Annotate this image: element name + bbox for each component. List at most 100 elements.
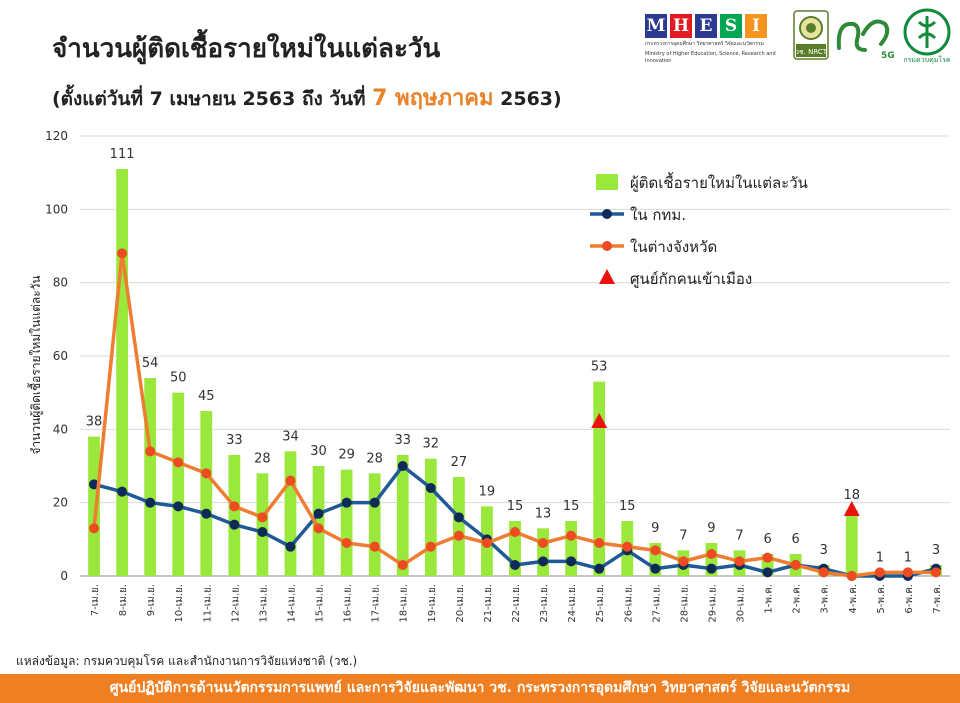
chart-title: จำนวนผู้ติดเชื้อรายใหม่ในแต่ละวัน [52, 34, 441, 64]
y-tick-label: 20 [53, 496, 68, 510]
x-tick-label: 9-เม.ย. [146, 584, 157, 616]
x-tick-label: 26-เม.ย. [623, 584, 634, 623]
mhesi-letter-i: I [745, 14, 767, 38]
bar [649, 543, 662, 576]
bar-data-label: 1 [904, 550, 912, 565]
provinces-point [481, 538, 492, 548]
provinces-point [257, 512, 268, 523]
bar [537, 528, 549, 576]
bar-data-label: 53 [591, 360, 608, 375]
bar-data-label: 13 [535, 506, 552, 521]
bar [424, 458, 437, 576]
provinces-point [902, 567, 913, 578]
bar [88, 436, 100, 576]
x-tick-label: 11-เม.ย. [202, 584, 213, 623]
bar-data-label: 27 [451, 455, 468, 470]
bar-data-label: 30 [310, 444, 327, 459]
data-source-note: แหล่งข้อมูล: กรมควบคุมโรค และสำนักงานการ… [16, 654, 358, 668]
x-tick-label: 21-เม.ย. [483, 584, 494, 623]
bangkok-point [706, 563, 717, 574]
provinces-point [734, 556, 745, 567]
bar-data-label: 28 [254, 451, 271, 466]
chart-subtitle: (ตั้งแต่วันที่ 7 เมษายน 2563 ถึง วันที่ … [52, 80, 562, 115]
nrct-label: วช. NRCT [795, 48, 828, 56]
provinces-point [453, 530, 464, 541]
bar [200, 411, 213, 576]
legend-label: ศูนย์กักคนเข้าเมือง [630, 270, 752, 288]
legend: ผู้ติดเชื้อรายใหม่ในแต่ละวันใน กทม. ในต่า… [590, 172, 808, 288]
mhesi-letter-m: M [645, 14, 667, 38]
x-tick-label: 1-พ.ค. [764, 584, 775, 614]
provinces-point [538, 538, 549, 548]
legend-swatch-point [602, 241, 612, 251]
provinces-point [706, 549, 717, 559]
bar-data-label: 32 [423, 437, 440, 452]
x-tick-label: 4-พ.ค. [848, 584, 859, 614]
bangkok-point [229, 519, 240, 530]
legend-swatch-point [602, 209, 612, 219]
bangkok-point [285, 541, 296, 552]
x-tick-label: 27-เม.ย. [651, 584, 662, 623]
bar [340, 469, 353, 576]
bar [509, 521, 521, 576]
provinces-point [117, 248, 128, 259]
x-tick-label: 7-พ.ค. [932, 584, 943, 614]
provinces-point [678, 556, 689, 567]
provinces-point [89, 523, 100, 534]
nrct-logo: วช. NRCT [793, 10, 829, 60]
bangkok-point [313, 508, 324, 519]
ddc-label: กรมควบคุมโรค [903, 55, 950, 64]
provinces-point [846, 571, 857, 581]
bar-data-label: 33 [394, 433, 411, 448]
bangkok-point [369, 497, 380, 508]
bar-data-label: 54 [142, 356, 159, 371]
bar [705, 543, 718, 576]
bangkok-point [762, 567, 773, 578]
bar-data-label: 111 [110, 147, 135, 162]
bangkok-point [453, 512, 464, 523]
x-tick-label: 5-พ.ค. [876, 584, 887, 614]
mhesi-tagline-en: Ministry of Higher Education, Science, R… [645, 51, 776, 64]
provinces-point [762, 552, 773, 563]
provinces-point [425, 541, 436, 552]
bar-data-label: 3 [932, 543, 940, 558]
bar-data-label: 45 [198, 389, 215, 404]
subtitle-suffix: 2563) [493, 88, 562, 110]
y-tick-label: 120 [45, 129, 68, 143]
provinces-point [818, 567, 829, 578]
x-tick-label: 8-เม.ย. [118, 584, 129, 616]
bar [845, 510, 858, 576]
legend-swatch-bar [596, 174, 618, 190]
bangkok-point [510, 560, 520, 570]
y-tick-label: 80 [53, 276, 68, 290]
fiveg-text: 5G [881, 51, 895, 61]
provinces-point [622, 541, 633, 552]
y-tick-label: 100 [45, 202, 68, 216]
footer-banner: ศูนย์ปฏิบัติการด้านนวัตกรรมการแพทย์ และก… [0, 674, 960, 703]
bar-data-label: 50 [170, 371, 187, 386]
y-axis-label: จำนวนผู้ติดเชื้อรายใหม่ในแต่ละวัน [27, 275, 44, 454]
bar-data-label: 1 [876, 550, 884, 565]
x-tick-label: 20-เม.ย. [455, 584, 466, 623]
marker-series [591, 413, 860, 516]
subtitle-highlight: 7 พฤษภาคม [372, 86, 494, 111]
legend-swatch-marker [599, 269, 615, 284]
detention-center-marker [843, 501, 860, 516]
bangkok-point [173, 501, 184, 512]
x-tick-label: 7-เม.ย. [90, 584, 101, 616]
y-tick-label: 60 [53, 349, 68, 363]
bar-data-label: 18 [844, 488, 861, 503]
x-tick-label: 24-เม.ย. [567, 584, 578, 623]
bangkok-point [341, 497, 352, 508]
x-tick-label: 19-เม.ย. [427, 584, 438, 623]
x-tick-label: 22-เม.ย. [511, 584, 522, 623]
bar-data-label: 38 [86, 415, 103, 430]
mhesi-letter-h: H [670, 14, 692, 38]
bangkok-point [257, 527, 268, 537]
bar-data-label: 15 [563, 499, 580, 514]
bar [228, 455, 241, 576]
